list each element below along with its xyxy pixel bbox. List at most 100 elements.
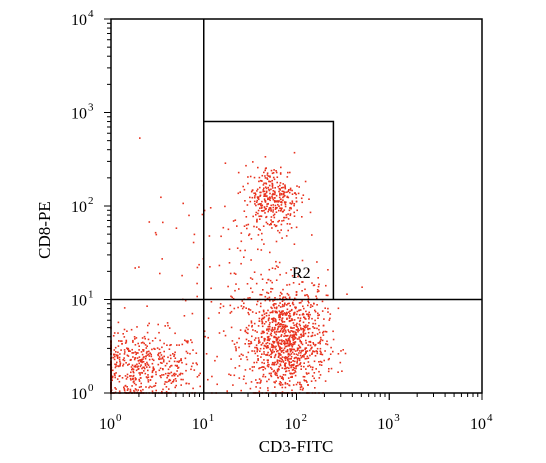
data-point bbox=[243, 375, 245, 378]
data-point bbox=[300, 386, 303, 388]
data-point bbox=[283, 327, 286, 330]
data-point bbox=[161, 390, 163, 393]
data-point bbox=[319, 342, 321, 345]
data-point bbox=[277, 203, 279, 206]
data-point bbox=[318, 370, 320, 373]
data-point bbox=[293, 215, 296, 217]
data-point bbox=[322, 334, 325, 336]
data-point bbox=[275, 307, 278, 310]
data-point bbox=[136, 326, 138, 328]
data-point bbox=[265, 354, 267, 356]
data-point bbox=[132, 341, 134, 343]
data-point bbox=[135, 337, 138, 339]
data-point bbox=[160, 358, 162, 360]
data-point bbox=[271, 330, 273, 332]
data-point bbox=[276, 328, 279, 331]
data-point bbox=[280, 347, 283, 349]
data-point bbox=[260, 332, 263, 335]
data-point bbox=[159, 361, 162, 364]
data-point bbox=[256, 347, 259, 350]
data-point bbox=[157, 363, 160, 366]
data-point bbox=[282, 186, 284, 189]
data-point bbox=[271, 317, 274, 320]
data-point bbox=[148, 221, 151, 223]
data-point bbox=[312, 350, 314, 353]
data-point bbox=[246, 204, 249, 206]
data-point bbox=[289, 223, 291, 225]
data-point bbox=[272, 345, 274, 347]
data-point bbox=[302, 281, 304, 283]
data-point bbox=[276, 311, 278, 314]
data-point bbox=[259, 305, 262, 308]
data-point bbox=[271, 307, 273, 310]
data-point bbox=[291, 327, 294, 329]
data-point bbox=[266, 223, 269, 225]
data-point bbox=[118, 356, 121, 359]
data-point bbox=[153, 385, 155, 388]
data-point bbox=[322, 332, 324, 334]
data-point bbox=[288, 367, 290, 369]
data-point bbox=[261, 366, 263, 369]
data-point bbox=[307, 327, 309, 330]
data-point bbox=[297, 347, 300, 350]
data-point bbox=[290, 326, 292, 329]
data-point bbox=[291, 336, 294, 338]
data-point bbox=[244, 343, 246, 345]
data-point bbox=[304, 180, 307, 183]
y-tick-label: 10 3 bbox=[71, 102, 94, 123]
data-point bbox=[279, 357, 282, 360]
data-point bbox=[263, 347, 265, 350]
data-point bbox=[116, 378, 119, 380]
data-point bbox=[119, 340, 122, 342]
data-point bbox=[267, 186, 269, 189]
data-point bbox=[257, 197, 259, 199]
data-point bbox=[251, 350, 253, 352]
data-point bbox=[247, 311, 249, 314]
data-point bbox=[275, 260, 277, 263]
data-point bbox=[288, 283, 291, 286]
axis-ticks bbox=[104, 18, 483, 400]
data-point bbox=[205, 353, 208, 355]
data-point bbox=[262, 373, 265, 376]
data-point bbox=[307, 372, 310, 375]
data-point bbox=[281, 293, 283, 295]
data-point bbox=[293, 336, 296, 338]
data-point bbox=[132, 371, 135, 374]
data-point bbox=[308, 316, 311, 318]
data-point bbox=[123, 328, 126, 331]
data-point bbox=[166, 322, 169, 324]
data-point bbox=[138, 380, 141, 382]
data-point bbox=[187, 340, 189, 343]
data-point bbox=[165, 391, 168, 393]
data-point bbox=[298, 345, 301, 348]
data-point bbox=[283, 193, 285, 196]
data-point bbox=[302, 329, 305, 331]
data-point bbox=[271, 328, 274, 331]
data-point bbox=[274, 310, 276, 313]
data-point bbox=[289, 189, 292, 191]
data-point bbox=[281, 318, 283, 320]
data-point bbox=[142, 350, 145, 352]
data-point bbox=[233, 307, 236, 310]
data-point bbox=[278, 231, 281, 234]
data-point bbox=[316, 289, 319, 291]
data-point bbox=[266, 291, 268, 294]
data-point bbox=[122, 363, 125, 366]
data-point bbox=[190, 339, 192, 341]
data-point bbox=[295, 325, 298, 327]
data-point bbox=[138, 372, 140, 374]
data-point bbox=[207, 317, 210, 320]
data-point bbox=[111, 379, 113, 381]
x-tick-label: 10 2 bbox=[285, 412, 308, 433]
data-point bbox=[284, 329, 287, 332]
y-tick-label-base: 10 bbox=[71, 12, 87, 29]
data-point bbox=[274, 353, 277, 356]
data-point bbox=[280, 204, 283, 206]
data-point bbox=[293, 312, 295, 314]
data-point bbox=[272, 206, 275, 209]
data-point bbox=[266, 329, 268, 331]
data-point bbox=[234, 367, 237, 369]
data-point bbox=[317, 317, 319, 319]
data-point bbox=[273, 190, 276, 193]
data-point bbox=[238, 288, 240, 290]
